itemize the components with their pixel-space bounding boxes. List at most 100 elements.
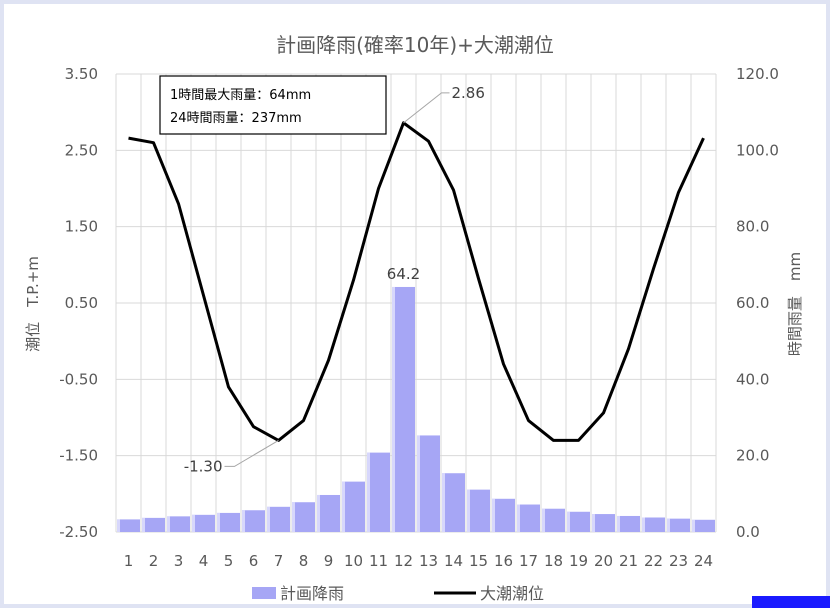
left-tick-label: 3.50 [65, 65, 98, 83]
annotation-box: 1時間最大雨量：64mm 24時間雨量：237mm [159, 75, 387, 135]
tide-rainfall-chart: 計画降雨(確率10年)+大潮潮位 3.50 2.50 1.50 0.50 -0.50 -1… [24, 33, 804, 603]
x-tick-label: 6 [249, 552, 259, 570]
legend-bar-label: 計画降雨 [280, 584, 344, 603]
x-axis-ticks: 1 2 3 4 5 6 7 8 9 10 11 12 13 14 15 16 17 18 19 20 21 22 23 24 [124, 552, 713, 570]
x-tick-label: 8 [299, 552, 309, 570]
rain-bar-highlight [417, 435, 420, 532]
rain-bar [542, 508, 565, 532]
rain-bar-highlight [642, 517, 645, 532]
right-tick-label: 100.0 [736, 141, 779, 159]
rain-bar [142, 517, 165, 532]
rain-bar [117, 519, 140, 532]
rain-bar [342, 481, 365, 532]
legend-bar-swatch [252, 587, 276, 599]
rain-bar-highlight [117, 519, 120, 532]
left-tick-label: 1.50 [65, 218, 98, 236]
x-tick-label: 1 [124, 552, 134, 570]
line-series [128, 121, 705, 442]
left-tick-label: 0.50 [65, 294, 98, 312]
line-max-leader [403, 92, 450, 124]
right-axis-label: 時間雨量 mm [786, 252, 804, 356]
rain-bar [292, 502, 315, 532]
line-min-label: -1.30 [184, 457, 223, 475]
left-tick-label: -0.50 [59, 370, 98, 388]
x-tick-label: 23 [669, 552, 688, 570]
x-tick-label: 12 [394, 552, 413, 570]
x-tick-label: 24 [694, 552, 713, 570]
right-tick-label: 40.0 [736, 370, 769, 388]
bars [117, 286, 715, 532]
rain-bar-highlight [342, 481, 345, 532]
x-tick-label: 17 [519, 552, 538, 570]
x-tick-label: 15 [469, 552, 488, 570]
right-axis-ticks: 120.0 100.0 80.0 60.0 40.0 20.0 0.0 [736, 65, 779, 541]
rain-bar-highlight [317, 494, 320, 532]
rain-bar-highlight [617, 515, 620, 532]
x-tick-label: 7 [274, 552, 284, 570]
bar-peak-label: 64.2 [387, 265, 420, 283]
rain-bar [367, 452, 390, 532]
rain-bar [192, 514, 215, 532]
legend: 計画降雨 大潮潮位 [252, 584, 544, 603]
line-min-leader [224, 439, 279, 467]
x-tick-label: 3 [174, 552, 184, 570]
x-tick-label: 10 [344, 552, 363, 570]
right-tick-label: 0.0 [736, 523, 760, 541]
x-tick-label: 21 [619, 552, 638, 570]
x-tick-label: 14 [444, 552, 463, 570]
rain-bar-highlight [592, 514, 595, 532]
rain-bar [667, 518, 690, 532]
rain-bar [692, 519, 715, 532]
rain-bar-highlight [267, 506, 270, 532]
rain-bar-highlight [242, 510, 245, 532]
x-tick-label: 5 [224, 552, 234, 570]
x-tick-label: 2 [149, 552, 159, 570]
tide-line [128, 121, 705, 442]
rain-bar-highlight [517, 504, 520, 532]
corner-accent [752, 596, 830, 608]
left-axis-ticks: 3.50 2.50 1.50 0.50 -0.50 -1.50 -2.50 [59, 65, 98, 541]
chart-frame: 計画降雨(確率10年)+大潮潮位 3.50 2.50 1.50 0.50 -0.50 -1… [4, 4, 826, 604]
rain-bar-highlight [492, 498, 495, 532]
annotation-line-2: 24時間雨量：237mm [170, 111, 302, 126]
rain-bar [167, 516, 190, 532]
rain-bar-highlight [692, 519, 695, 532]
x-tick-label: 16 [494, 552, 513, 570]
rain-bar-highlight [192, 514, 195, 532]
right-tick-label: 120.0 [736, 65, 779, 83]
grid [115, 73, 717, 533]
annotation-line-1: 1時間最大雨量：64mm [170, 88, 311, 103]
rain-bar-highlight [442, 473, 445, 532]
x-tick-label: 11 [369, 552, 388, 570]
x-tick-label: 19 [569, 552, 588, 570]
rain-bar [517, 504, 540, 532]
rain-bar [467, 489, 490, 532]
rain-bar-highlight [367, 452, 370, 532]
rain-bar [417, 435, 440, 532]
rain-bar [217, 512, 240, 532]
rain-bar [242, 510, 265, 532]
rain-bar-highlight [292, 502, 295, 532]
rain-bar-highlight [142, 517, 145, 532]
rain-bar [642, 517, 665, 532]
rain-bar [392, 286, 415, 532]
rain-bar-highlight [667, 518, 670, 532]
x-tick-label: 13 [419, 552, 438, 570]
rain-bar [267, 506, 290, 532]
line-max-label: 2.86 [452, 84, 485, 102]
x-tick-label: 4 [199, 552, 209, 570]
x-tick-label: 20 [594, 552, 613, 570]
rain-bar-highlight [467, 489, 470, 532]
rain-bar-highlight [542, 508, 545, 532]
left-tick-label: -2.50 [59, 523, 98, 541]
rain-bar-highlight [167, 516, 170, 532]
rain-bar-highlight [392, 286, 395, 532]
right-tick-label: 80.0 [736, 218, 769, 236]
x-tick-label: 18 [544, 552, 563, 570]
right-tick-label: 60.0 [736, 294, 769, 312]
right-tick-label: 20.0 [736, 447, 769, 465]
rain-bar [567, 511, 590, 532]
rain-bar-highlight [217, 512, 220, 532]
left-axis-label: 潮位 T.P.+m [24, 256, 42, 352]
data-labels: 64.2 2.86 -1.30 [184, 84, 485, 476]
